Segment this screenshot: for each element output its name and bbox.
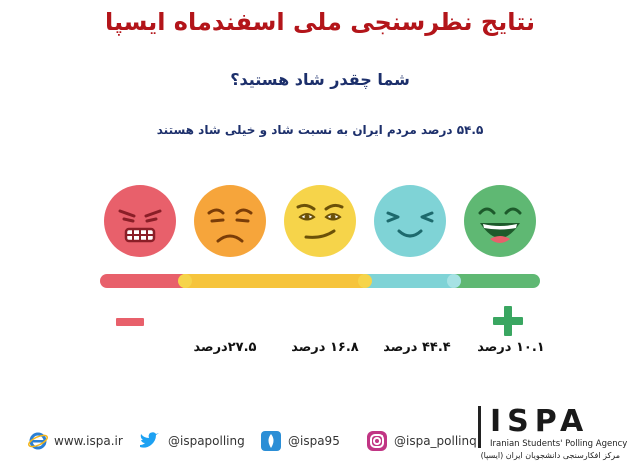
instagram-icon	[367, 431, 387, 451]
ispa-logo: ISPA	[490, 404, 590, 439]
summary-text: ۵۴.۵ درصد مردم ایران به نسبت شاد و خیلی …	[156, 123, 484, 137]
twitter-handle: @ispapolling	[168, 434, 245, 448]
percentage-label: ۱۶.۸ درصد	[291, 340, 359, 355]
website-link[interactable]: www.ispa.ir	[28, 430, 123, 452]
minus-icon	[116, 318, 144, 326]
scale-segment-laughing	[453, 274, 540, 288]
happiness-scale	[100, 274, 540, 288]
percentage-label: ۱۰.۱ درصد	[477, 340, 545, 355]
sad-face-icon	[194, 185, 266, 257]
plus-icon-vertical	[504, 306, 512, 336]
scale-segment-angry	[100, 274, 190, 288]
scale-segment-happy	[363, 274, 453, 288]
instagram-handle: @ispa_pollinq	[394, 434, 477, 448]
scale-marker	[447, 274, 461, 288]
other-social-link[interactable]: @ispa95	[260, 430, 340, 452]
percentage-label: ۴۴.۴ درصد	[383, 340, 451, 355]
twitter-icon	[140, 432, 159, 448]
faces-row	[0, 183, 640, 263]
internet-explorer-icon	[28, 432, 48, 450]
laughing-face-icon	[464, 185, 536, 257]
angry-face-icon	[104, 185, 176, 257]
logo-persian-text: مرکز افکارسنجی دانشجویان ایران (ایسپا)	[480, 451, 620, 460]
other-handle: @ispa95	[288, 434, 340, 448]
percentage-label: ۲۷.۵درصد	[193, 340, 257, 355]
footer: www.ispa.ir @ispapolling @ispa95 @ispa_p…	[0, 404, 640, 468]
happy-face-icon	[374, 185, 446, 257]
scale-segment-middle	[183, 274, 363, 288]
footer-divider	[478, 406, 481, 448]
instagram-link[interactable]: @ispa_pollinq	[366, 430, 477, 452]
logo-english-text: Iranian Students' Polling Agency	[490, 439, 628, 449]
website-text: www.ispa.ir	[54, 434, 123, 448]
scale-marker	[358, 274, 372, 288]
page-title: نتایج نظرسنجی ملی اسفندماه ایسپا	[104, 8, 536, 36]
social-app-icon	[261, 431, 281, 451]
question-subtitle: شما چقدر شاد هستید؟	[230, 70, 410, 89]
twitter-link[interactable]: @ispapolling	[138, 430, 245, 452]
scale-marker	[178, 274, 192, 288]
neutral-face-icon	[284, 185, 356, 257]
